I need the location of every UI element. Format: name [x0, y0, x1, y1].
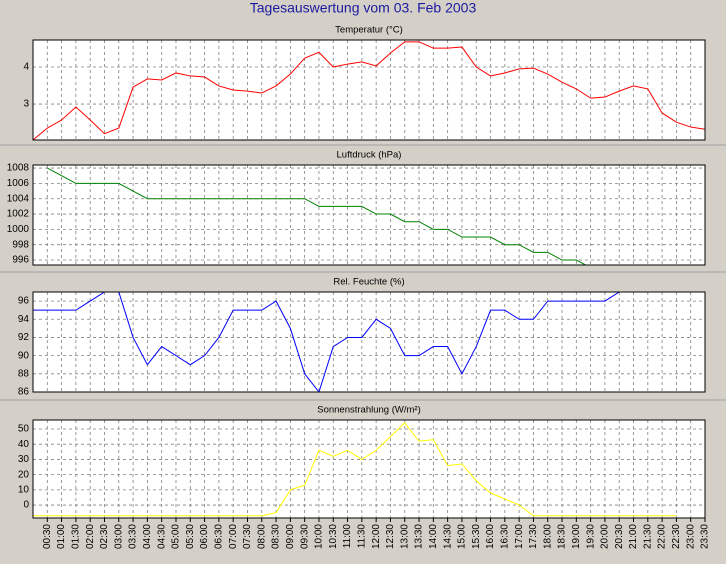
x-tick-label: 22:00 [657, 524, 668, 549]
x-tick-label: 11:00 [342, 524, 353, 549]
y-tick-label: 4 [23, 62, 29, 73]
x-tick-label: 03:00 [113, 524, 124, 549]
y-tick-label: 30 [18, 454, 30, 465]
y-tick-label: 88 [18, 368, 30, 379]
data-line [33, 292, 621, 392]
x-tick-label: 13:30 [414, 524, 425, 549]
x-tick-label: 12:30 [385, 524, 396, 549]
data-line [47, 167, 587, 265]
chart-title: Rel. Feuchte (%) [333, 277, 404, 288]
x-tick-label: 13:00 [399, 524, 410, 549]
plot-area [33, 292, 705, 392]
x-tick-label: 15:00 [457, 524, 468, 549]
y-tick-label: 10 [18, 484, 30, 495]
x-tick-label: 10:00 [314, 524, 325, 549]
x-tick-label: 05:00 [171, 524, 182, 549]
x-tick-label: 23:30 [700, 524, 711, 549]
x-tick-label: 02:30 [99, 524, 110, 549]
x-tick-label: 09:30 [299, 524, 310, 549]
data-line [33, 41, 705, 140]
plot-border [32, 39, 706, 141]
x-tick-label: 04:00 [142, 524, 153, 549]
x-tick-label: 19:30 [585, 524, 596, 549]
x-tick-label: 08:00 [256, 524, 267, 549]
y-tick-label: 92 [18, 332, 30, 343]
x-tick-label: 20:00 [600, 524, 611, 549]
x-tick-label: 21:00 [628, 524, 639, 549]
y-tick-label: 96 [18, 296, 30, 307]
y-tick-label: 998 [12, 239, 29, 250]
y-tick-label: 90 [18, 350, 30, 361]
x-tick-label: 07:00 [228, 524, 239, 549]
y-tick-label: 40 [18, 439, 30, 450]
x-tick-label: 01:30 [71, 524, 82, 549]
x-tick-label: 03:30 [128, 524, 139, 549]
x-tick-label: 20:30 [614, 524, 625, 549]
x-tick-label: 04:30 [156, 524, 167, 549]
y-tick-label: 86 [18, 387, 30, 398]
x-tick-label: 18:00 [542, 524, 553, 549]
x-tick-label: 21:30 [642, 524, 653, 549]
x-tick-label: 02:00 [85, 524, 96, 549]
x-tick-label: 12:00 [371, 524, 382, 549]
x-tick-label: 15:30 [471, 524, 482, 549]
x-tick-label: 06:30 [214, 524, 225, 549]
x-tick-label: 07:30 [242, 524, 253, 549]
x-tick-label: 17:00 [514, 524, 525, 549]
y-tick-label: 1000 [7, 224, 30, 235]
x-tick-label: 14:30 [442, 524, 453, 549]
y-tick-label: 1008 [7, 163, 30, 174]
y-tick-label: 94 [18, 314, 30, 325]
data-line [33, 422, 677, 517]
x-tick-label: 08:30 [271, 524, 282, 549]
x-tick-label: 06:00 [199, 524, 210, 549]
y-tick-label: 1002 [7, 209, 30, 220]
y-tick-label: 1006 [7, 178, 30, 189]
x-tick-label: 05:30 [185, 524, 196, 549]
y-tick-label: 3 [23, 99, 29, 110]
plot-area [33, 420, 705, 518]
x-tick-label: 11:30 [356, 524, 367, 549]
chart-title: Luftdruck (hPa) [337, 150, 402, 161]
chart-title: Sonnenstrahlung (W/m²) [317, 405, 420, 416]
x-tick-label: 14:00 [428, 524, 439, 549]
x-tick-label: 01:00 [56, 524, 67, 549]
x-tick-label: 22:30 [671, 524, 682, 549]
x-tick-label: 18:30 [557, 524, 568, 549]
x-tick-label: 19:00 [571, 524, 582, 549]
x-tick-label: 00:30 [42, 524, 53, 549]
x-tick-label: 16:00 [485, 524, 496, 549]
x-tick-label: 16:30 [499, 524, 510, 549]
plot-border [32, 164, 706, 266]
y-tick-label: 0 [23, 500, 29, 511]
x-tick-label: 10:30 [328, 524, 339, 549]
page-title: Tagesauswertung vom 03. Feb 2003 [250, 0, 477, 16]
y-tick-label: 1004 [7, 193, 30, 204]
y-tick-label: 996 [12, 255, 29, 266]
plot-border [32, 291, 706, 393]
y-tick-label: 20 [18, 469, 30, 480]
plot-border [32, 419, 706, 519]
x-tick-label: 09:00 [285, 524, 296, 549]
chart-title: Temperatur (°C) [335, 25, 403, 36]
plot-area [33, 165, 705, 265]
x-tick-label: 17:30 [528, 524, 539, 549]
plot-area [33, 40, 705, 140]
y-tick-label: 50 [18, 424, 30, 435]
x-tick-label: 23:00 [685, 524, 696, 549]
